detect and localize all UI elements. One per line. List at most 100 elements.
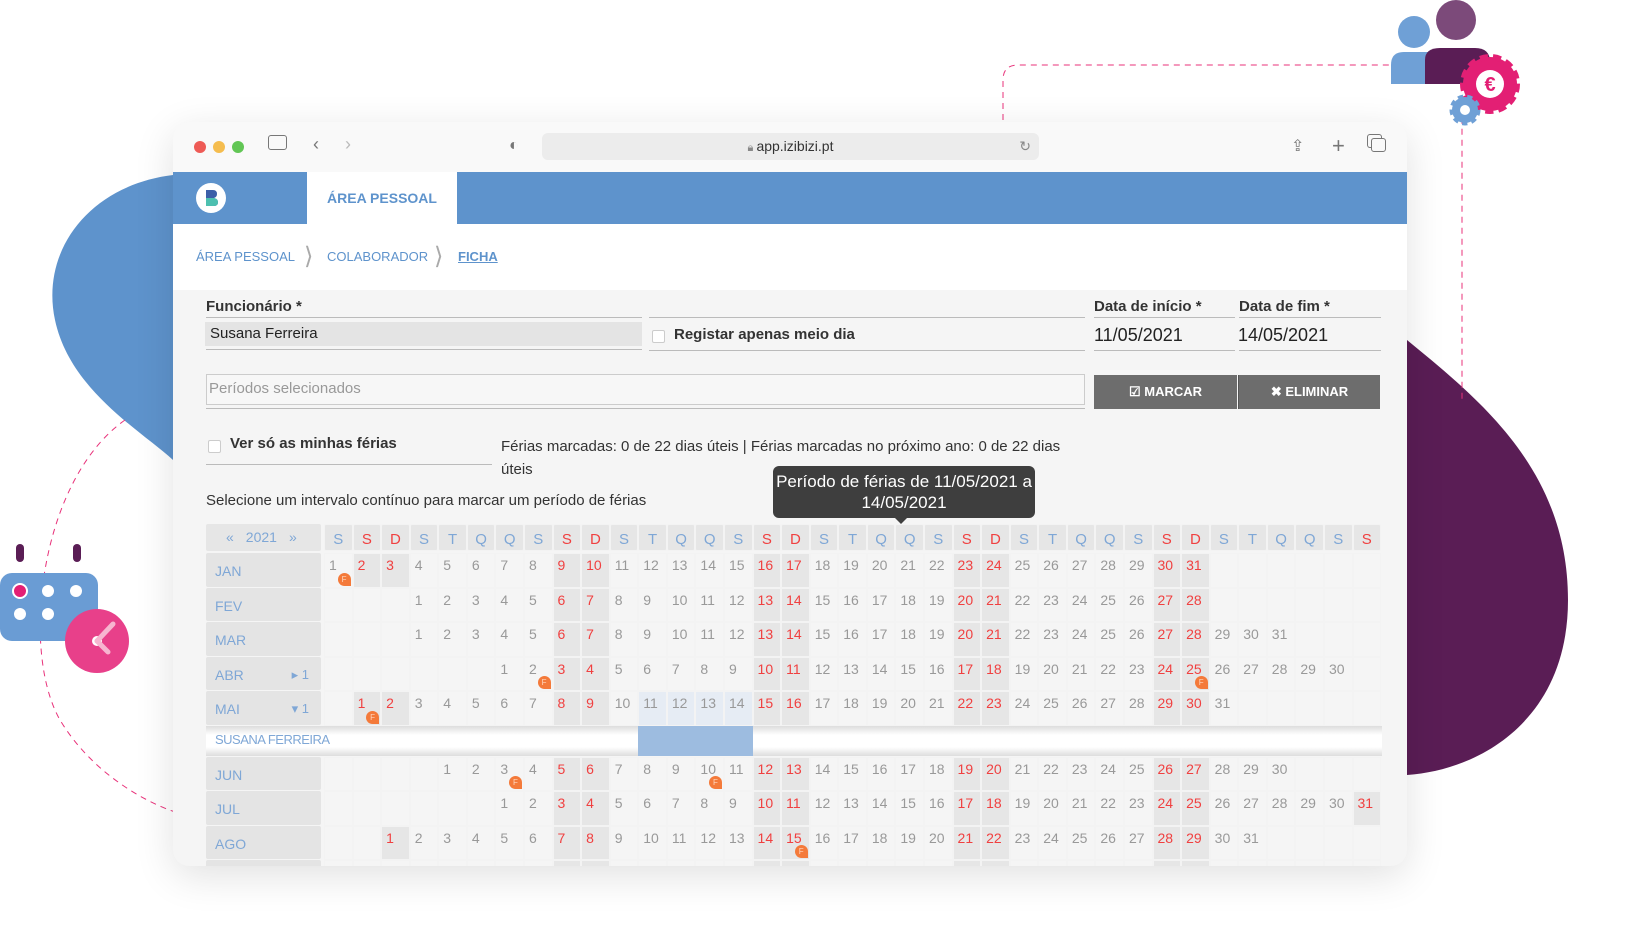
- day-cell[interactable]: 27: [1181, 756, 1210, 791]
- day-cell[interactable]: 14: [838, 860, 867, 866]
- day-cell[interactable]: 4: [438, 691, 467, 726]
- day-cell[interactable]: 4: [581, 791, 610, 826]
- day-cell[interactable]: 15: [723, 553, 753, 588]
- month-label-jan[interactable]: JAN: [206, 553, 321, 587]
- day-cell[interactable]: 25: [1152, 860, 1182, 866]
- day-cell[interactable]: 27: [1152, 622, 1182, 657]
- reload-icon[interactable]: ↻: [1019, 138, 1031, 154]
- day-cell[interactable]: 13: [781, 756, 810, 791]
- day-cell[interactable]: 7: [666, 791, 696, 826]
- day-cell[interactable]: 14: [809, 756, 839, 791]
- day-cell[interactable]: 11: [723, 756, 753, 791]
- app-logo[interactable]: [196, 183, 226, 213]
- day-cell[interactable]: 24: [981, 553, 1010, 588]
- day-cell[interactable]: 11: [638, 691, 667, 726]
- day-cell[interactable]: 20: [952, 622, 982, 657]
- day-cell[interactable]: 31: [1238, 825, 1267, 860]
- day-cell[interactable]: 23: [1123, 656, 1153, 691]
- day-cell[interactable]: 20: [981, 756, 1010, 791]
- day-cell[interactable]: 10: [752, 791, 782, 826]
- day-cell[interactable]: 9: [723, 656, 753, 691]
- day-cell[interactable]: 3: [552, 791, 582, 826]
- day-cell[interactable]: 19: [1009, 656, 1039, 691]
- day-cell[interactable]: 17: [895, 756, 924, 791]
- day-cell[interactable]: 18: [923, 756, 953, 791]
- day-cell[interactable]: 16: [923, 791, 953, 826]
- day-cell[interactable]: 15 F: [781, 825, 810, 860]
- day-cell[interactable]: 28: [1238, 860, 1267, 866]
- day-cell[interactable]: 31: [1209, 691, 1239, 726]
- month-expand-toggle[interactable]: ▸ 1: [291, 666, 309, 682]
- day-cell[interactable]: 30: [1181, 691, 1210, 726]
- day-cell[interactable]: 12: [752, 756, 782, 791]
- day-cell[interactable]: 3: [409, 691, 439, 726]
- day-cell[interactable]: 28: [1266, 791, 1296, 826]
- day-cell[interactable]: 15: [838, 756, 867, 791]
- day-cell[interactable]: 5: [523, 622, 553, 657]
- day-cell[interactable]: 4: [523, 756, 553, 791]
- day-cell[interactable]: 15: [866, 860, 896, 866]
- day-cell[interactable]: 24: [1066, 622, 1096, 657]
- day-cell[interactable]: 7: [552, 825, 582, 860]
- day-cell[interactable]: 9: [666, 756, 696, 791]
- day-cell[interactable]: 4: [409, 553, 439, 588]
- day-cell[interactable]: 26: [1038, 553, 1067, 588]
- day-cell[interactable]: 12: [781, 860, 810, 866]
- day-cell[interactable]: 6: [552, 622, 582, 657]
- day-cell[interactable]: 31: [1181, 553, 1210, 588]
- day-cell[interactable]: 8: [638, 756, 667, 791]
- day-cell[interactable]: 11: [609, 553, 639, 588]
- day-cell[interactable]: 8: [552, 691, 582, 726]
- mark-button[interactable]: ☑ MARCAR: [1094, 375, 1237, 409]
- day-cell[interactable]: 3: [381, 553, 410, 588]
- day-cell[interactable]: 5: [438, 553, 467, 588]
- day-cell[interactable]: 15: [809, 622, 839, 657]
- day-cell[interactable]: 8: [695, 656, 724, 691]
- day-cell[interactable]: 17: [838, 825, 867, 860]
- day-cell[interactable]: 17: [952, 656, 982, 691]
- day-cell[interactable]: 4: [581, 656, 610, 691]
- day-cell[interactable]: 16: [752, 553, 782, 588]
- day-cell[interactable]: 28: [1181, 587, 1210, 622]
- day-cell[interactable]: 18: [895, 587, 924, 622]
- day-cell[interactable]: 11: [666, 825, 696, 860]
- day-cell[interactable]: 7: [495, 553, 524, 588]
- day-cell[interactable]: 9: [695, 860, 724, 866]
- day-cell[interactable]: 21: [1066, 791, 1096, 826]
- day-cell[interactable]: 31: [1266, 622, 1296, 657]
- day-cell[interactable]: 26: [1181, 860, 1210, 866]
- day-cell[interactable]: 3: [552, 656, 582, 691]
- half-day-checkbox[interactable]: [652, 330, 665, 343]
- day-cell[interactable]: 11: [752, 860, 782, 866]
- day-cell[interactable]: 2: [352, 553, 382, 588]
- day-cell[interactable]: 19: [895, 825, 924, 860]
- day-cell[interactable]: 21: [923, 691, 953, 726]
- year-prev-button[interactable]: «: [226, 529, 234, 545]
- month-label-mar[interactable]: MAR: [206, 622, 321, 656]
- month-label-mai[interactable]: MAI ▾ 1: [206, 691, 321, 725]
- day-cell[interactable]: 22: [923, 553, 953, 588]
- day-cell[interactable]: 1: [381, 825, 410, 860]
- day-cell[interactable]: 13: [838, 791, 867, 826]
- day-cell[interactable]: 16: [895, 860, 924, 866]
- close-window-button[interactable]: [194, 141, 206, 153]
- day-cell[interactable]: 25: [1066, 825, 1096, 860]
- day-cell[interactable]: 10: [581, 553, 610, 588]
- day-cell[interactable]: 8: [695, 791, 724, 826]
- day-cell[interactable]: 21: [981, 622, 1010, 657]
- day-cell[interactable]: 22: [1009, 587, 1039, 622]
- selected-periods-input[interactable]: Períodos selecionados: [206, 374, 1085, 405]
- day-cell[interactable]: 10: [666, 622, 696, 657]
- day-cell[interactable]: 19: [981, 860, 1010, 866]
- day-cell[interactable]: 30: [1266, 756, 1296, 791]
- day-cell[interactable]: 6: [552, 587, 582, 622]
- day-cell[interactable]: 7: [581, 587, 610, 622]
- day-cell[interactable]: 21: [895, 553, 924, 588]
- day-cell[interactable]: 6: [609, 860, 639, 866]
- month-label-abr[interactable]: ABR ▸ 1: [206, 656, 321, 690]
- day-cell[interactable]: 20: [1009, 860, 1039, 866]
- day-cell[interactable]: 25: [1095, 587, 1124, 622]
- day-cell[interactable]: 1: [466, 860, 496, 866]
- day-cell[interactable]: 6: [495, 691, 524, 726]
